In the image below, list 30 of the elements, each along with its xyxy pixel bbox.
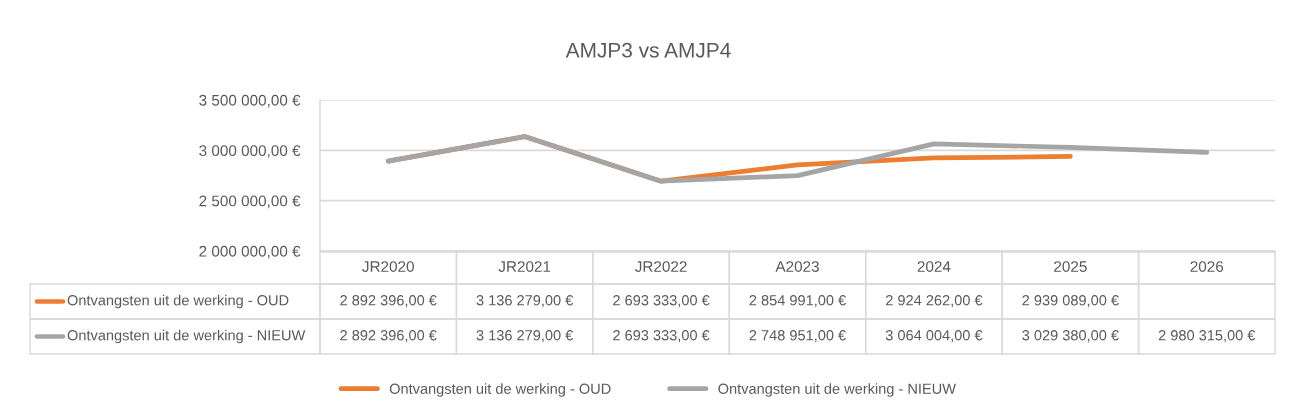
x-tick-label: JR2020 (362, 261, 414, 272)
x-tick-label: 2024 (917, 261, 951, 272)
data-label: 2 854 991,00 € (749, 295, 846, 308)
legend-label: Ontvangsten uit de werking - NIEUW (67, 329, 306, 344)
data-label: 3 136 279,00 € (476, 330, 574, 343)
line-series (385, 134, 1210, 184)
data-label: 2 924 262,00 € (886, 295, 983, 308)
x-tick-label: JR2021 (498, 261, 551, 272)
text: Ontvangsten uit de werking - OUD (389, 383, 611, 397)
legend-label: Ontvangsten uit de werking - OUD (67, 294, 289, 309)
x-tick-label: JR2022 (634, 261, 687, 272)
data-label: 2 892 396,00 € (340, 295, 437, 308)
data-label: 2 693 333,00 € (613, 330, 710, 343)
data-label: 2 693 333,00 € (613, 295, 710, 308)
data-label: 2 939 089,00 € (1022, 295, 1119, 308)
y-tick-label: 2 500 000,00 € (199, 195, 301, 209)
data-label: 2 892 396,00 € (340, 330, 437, 343)
x-tick-label: 2026 (1190, 261, 1224, 272)
data-label: 3 029 380,00 € (1022, 330, 1119, 343)
y-tick-label: 2 000 000,00 € (199, 245, 301, 259)
y-tick-label: 3 500 000,00 € (199, 94, 301, 108)
chart-title: AMJP3 vs AMJP4 (565, 42, 731, 58)
y-tick-label: 3 000 000,00 € (199, 145, 301, 158)
data-label: 3 136 279,00 € (476, 295, 574, 308)
x-tick-label: 2025 (1054, 261, 1087, 272)
data-label: 2 748 951,00 € (749, 330, 846, 343)
data-label: 3 064 004,00 € (885, 330, 983, 343)
text: Ontvangsten uit de werking - NIEUW (718, 383, 956, 397)
x-tick-label: A2023 (775, 261, 819, 272)
data-label: 2 980 315,00 € (1158, 330, 1256, 343)
